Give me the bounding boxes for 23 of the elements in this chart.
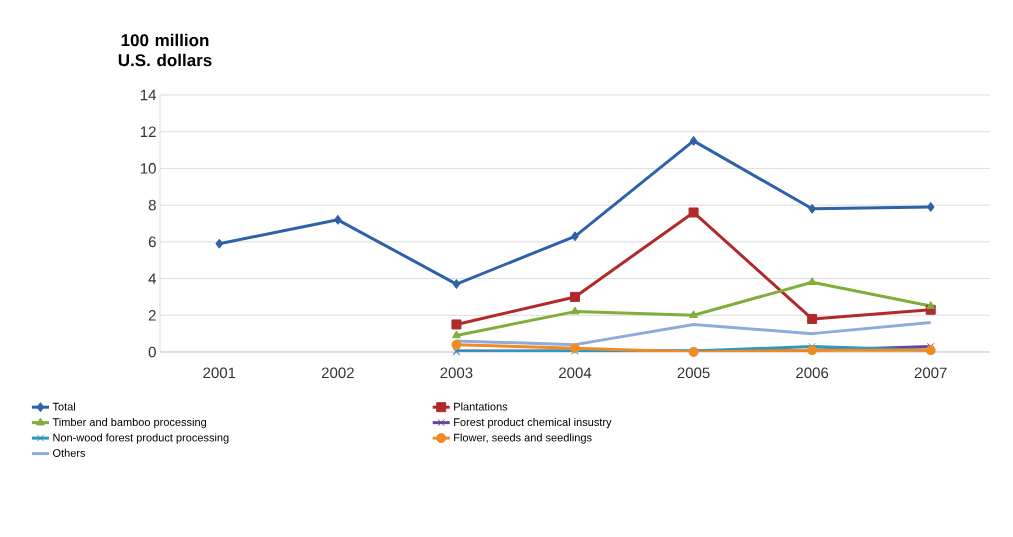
legend-label: Non-wood forest product processing	[53, 433, 229, 444]
y-axis-title: 100 million U.S. dollars	[118, 33, 212, 67]
legend-label: Timber and bamboo processing	[52, 417, 207, 429]
legend-label: Plantations	[454, 402, 508, 411]
legend-label: Others	[53, 448, 86, 457]
x-tick-label: 2004	[559, 367, 592, 379]
y-tick-label: 8	[148, 199, 156, 211]
x-tick-label: 2001	[203, 367, 236, 379]
y-tick-label: 12	[140, 126, 156, 137]
y-tick-label: 0	[148, 346, 156, 358]
legend-label: Forest product chemical insustry	[454, 417, 612, 429]
x-tick-label: 2002	[321, 367, 354, 379]
x-tick-label: 2003	[440, 367, 473, 379]
x-tick-label: 2005	[677, 367, 710, 379]
legend-label: Total	[52, 402, 75, 411]
y-tick-label: 6	[148, 236, 156, 248]
x-tick-label: 2007	[914, 367, 947, 379]
y-tick-label: 4	[148, 273, 157, 284]
y-tick-label: 10	[140, 163, 156, 174]
y-tick-label: 14	[140, 89, 157, 101]
legend-label: Flower, seeds and seedlings	[454, 433, 592, 444]
y-tick-label: 2	[148, 310, 156, 321]
x-tick-label: 2006	[796, 367, 829, 379]
